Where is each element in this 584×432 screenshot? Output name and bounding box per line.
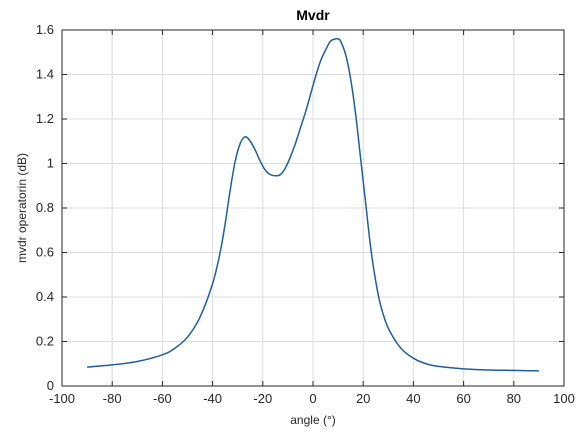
x-tick-label: -60 xyxy=(153,391,172,406)
x-tick-label: 60 xyxy=(456,391,470,406)
y-tick-label: 0.8 xyxy=(36,200,54,215)
x-axis-label: angle (°) xyxy=(290,413,336,427)
y-tick-label: 1 xyxy=(47,156,54,171)
x-tick-label: 0 xyxy=(309,391,316,406)
y-tick-label: 0.6 xyxy=(36,245,54,260)
x-tick-label: -20 xyxy=(253,391,272,406)
y-tick-label: 0.2 xyxy=(36,334,54,349)
x-tick-label: -80 xyxy=(103,391,122,406)
x-tick-label: 80 xyxy=(507,391,521,406)
x-tick-label: -40 xyxy=(203,391,222,406)
x-tick-labels: -100 -80 -60 -40 -20 0 20 40 60 80 100 xyxy=(49,391,575,406)
y-tick-label: 1.6 xyxy=(36,22,54,37)
x-tick-label: 40 xyxy=(406,391,420,406)
chart-title: Mvdr xyxy=(296,7,330,23)
x-tick-label: 20 xyxy=(356,391,370,406)
y-tick-label: 1.2 xyxy=(36,111,54,126)
ticks xyxy=(61,29,565,387)
x-tick-label: -100 xyxy=(49,391,75,406)
y-tick-label: 0.4 xyxy=(36,289,54,304)
series-group xyxy=(87,37,539,372)
x-tick-label: 100 xyxy=(553,391,575,406)
y-tick-label: 1.4 xyxy=(36,67,54,82)
y-tick-label: 0 xyxy=(47,378,54,393)
series-line xyxy=(87,37,539,372)
y-axis-label: mvdr operatorin (dB) xyxy=(15,153,29,263)
y-tick-labels: 0 0.2 0.4 0.6 0.8 1 1.2 1.4 1.6 xyxy=(36,22,54,393)
